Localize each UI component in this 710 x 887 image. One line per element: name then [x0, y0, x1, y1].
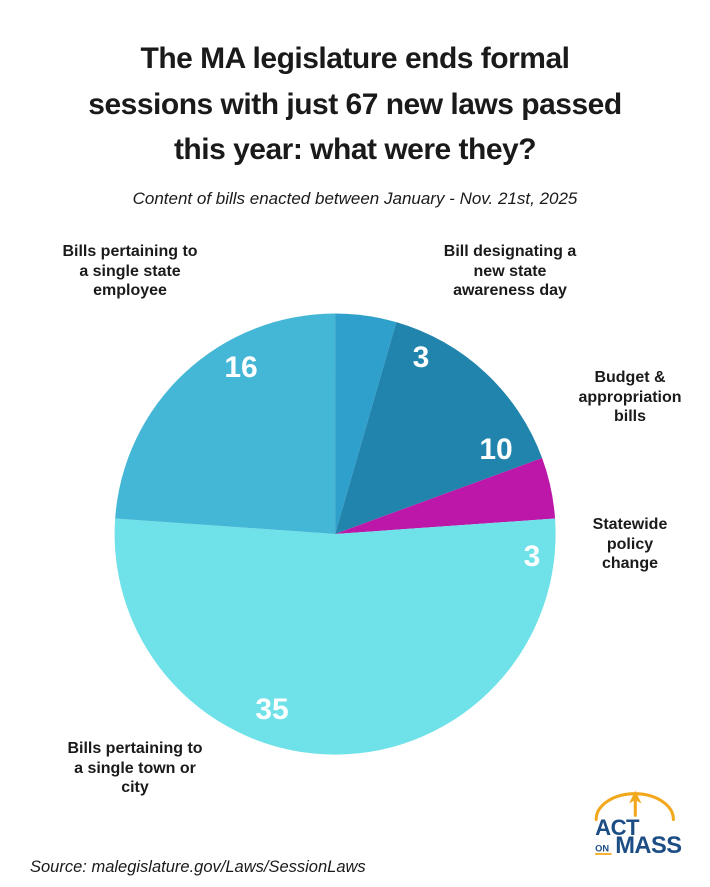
svg-text:MASS: MASS [615, 833, 681, 859]
svg-text:ON: ON [595, 843, 609, 853]
